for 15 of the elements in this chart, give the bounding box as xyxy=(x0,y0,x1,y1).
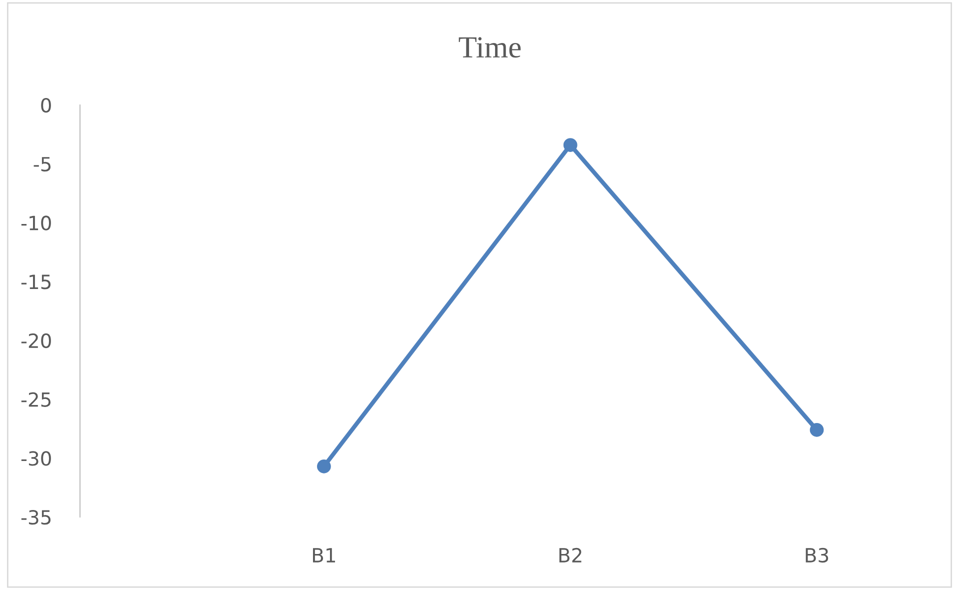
y-tick-label: -25 xyxy=(21,392,51,407)
x-tick-label: B1 xyxy=(313,548,336,562)
y-tick-label: -15 xyxy=(21,274,51,290)
point xyxy=(563,138,578,152)
x-tick-label: B3 xyxy=(806,548,828,563)
y-tick-label: -30 xyxy=(21,451,51,466)
point xyxy=(810,422,824,437)
chart-title: Time xyxy=(458,37,521,58)
y-tick-label: -10 xyxy=(21,216,51,230)
y-tick-label: -35 xyxy=(21,510,51,525)
y-tick-label: -20 xyxy=(21,333,51,348)
x-tick-label: B2 xyxy=(559,548,582,562)
y-tick-label: -5 xyxy=(34,157,51,172)
y-tick-label: 0 xyxy=(41,98,51,113)
point xyxy=(317,459,331,474)
